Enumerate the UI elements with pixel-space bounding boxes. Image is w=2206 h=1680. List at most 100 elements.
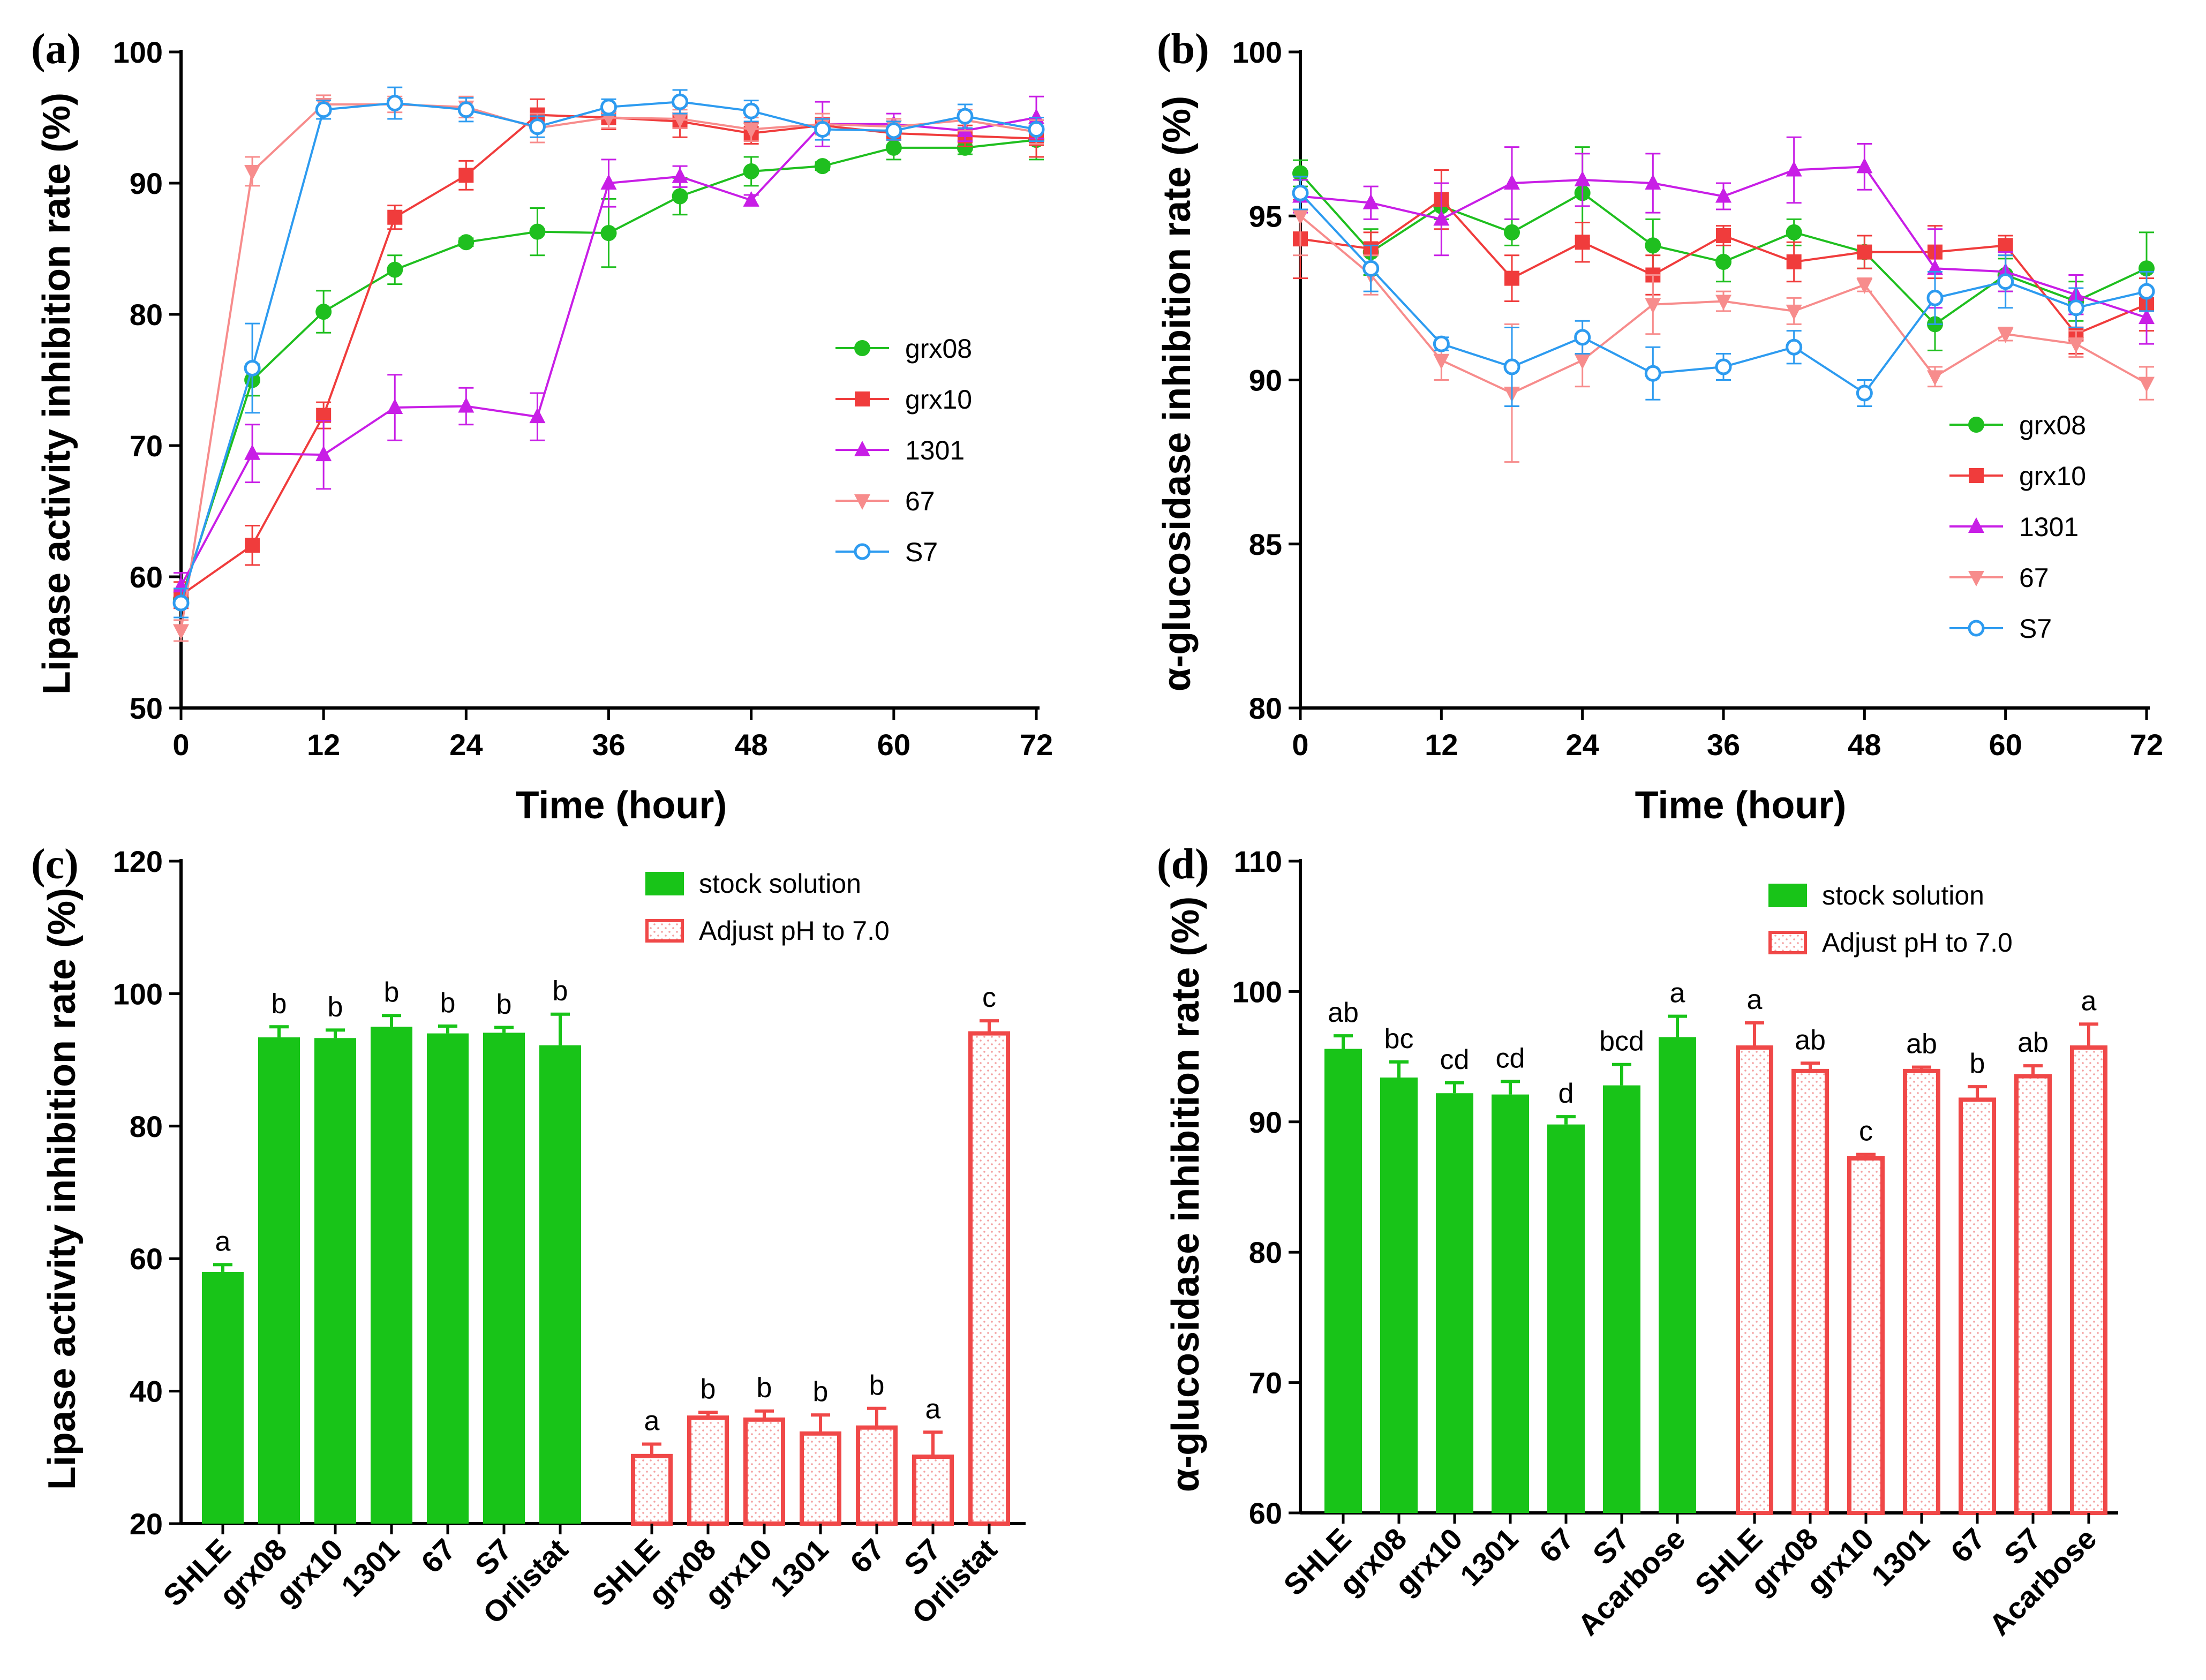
y-tick-label: 85 <box>1249 528 1282 561</box>
data-point-67 <box>743 123 759 139</box>
significance-letter: a <box>644 1406 660 1437</box>
significance-letter: b <box>1970 1048 1985 1079</box>
significance-letter: b <box>701 1374 716 1405</box>
data-point-67 <box>1433 353 1450 370</box>
legend: stock solution Adjust pH to 7.0 <box>1768 880 2013 958</box>
significance-letter: bc <box>1384 1023 1414 1054</box>
legend-swatch-stock <box>645 872 684 895</box>
legend-marker-grx10 <box>1969 468 1984 483</box>
data-point-1301 <box>600 174 617 190</box>
panel-b-xlabel: Time (hour) <box>1635 784 1847 827</box>
bar <box>2014 1074 2052 1515</box>
significance-letter: a <box>2081 985 2097 1016</box>
bar <box>631 1453 673 1526</box>
significance-letter: c <box>1859 1116 1873 1147</box>
data-point-grx08 <box>600 225 617 242</box>
legend-label-grx08: grx08 <box>2019 410 2086 440</box>
data-point-1301 <box>1856 157 1873 174</box>
bar <box>1847 1156 1885 1515</box>
data-point-S7 <box>1028 121 1045 138</box>
x-tick-label: 0 <box>172 728 189 762</box>
y-tick-label: 60 <box>1249 1496 1282 1530</box>
series-grx08 <box>1292 146 2155 351</box>
bar <box>371 1027 412 1524</box>
data-point-grx08 <box>1645 237 1661 254</box>
legend-label-S7: S7 <box>905 537 938 567</box>
panel-c-ylabel: Lipase activity inhibition rate (%) <box>41 888 84 1490</box>
data-point-67 <box>244 164 261 180</box>
series-67 <box>1292 176 2155 463</box>
data-point-67 <box>672 112 688 128</box>
data-point-67 <box>1786 304 1802 320</box>
x-tick-label: 12 <box>307 728 340 762</box>
legend-marker-67 <box>854 494 870 510</box>
x-tick-label: 1301 <box>335 1532 406 1603</box>
x-tick-label: 72 <box>2130 728 2163 762</box>
legend-label: Adjust pH to 7.0 <box>1822 928 2013 958</box>
x-tick-label: 48 <box>1848 728 1881 762</box>
data-point-grx10 <box>458 168 474 183</box>
data-point-1301 <box>672 167 688 183</box>
bar <box>202 1271 244 1524</box>
data-point-grx08 <box>1504 224 1520 240</box>
legend-marker-S7 <box>854 543 871 560</box>
data-point-grx08 <box>814 158 831 175</box>
significance-letter: b <box>553 976 568 1007</box>
legend-marker-S7 <box>1968 620 1985 637</box>
data-point-S7 <box>1856 385 1873 402</box>
panel-d-plot: 60708090100110abSHLEbcgrx08cdgrx10cd1301… <box>1232 845 2118 1642</box>
data-point-1301 <box>743 191 759 207</box>
y-tick-label: 100 <box>113 35 163 69</box>
data-point-grx08 <box>387 261 403 278</box>
bar <box>1436 1093 1473 1513</box>
data-point-S7 <box>2067 299 2084 317</box>
bar <box>1736 1045 1773 1515</box>
bar <box>968 1031 1010 1526</box>
data-point-S7 <box>1644 365 1661 382</box>
panel-c-plot: 20406080100120aSHLEbgrx08bgrx10b1301b67b… <box>113 845 1026 1630</box>
data-point-67 <box>1645 298 1661 314</box>
data-point-S7 <box>315 101 332 118</box>
y-tick-label: 100 <box>113 977 163 1011</box>
data-point-1301 <box>1504 174 1520 190</box>
legend-label-67: 67 <box>2019 563 2049 593</box>
x-tick-label: 72 <box>1020 728 1053 762</box>
series-S7 <box>172 86 1045 619</box>
series-S7 <box>1292 176 2155 407</box>
y-tick-label: 80 <box>130 1110 163 1143</box>
x-tick-label: 1301 <box>1865 1521 1936 1593</box>
bar <box>539 1045 581 1524</box>
y-tick-label: 80 <box>130 298 163 332</box>
panel-a-plot: 50 60 70 80 90 100 0 12 24 36 48 60 72 grx08 grx10 1301… <box>113 35 1053 762</box>
y-tick-label: 90 <box>1249 1105 1282 1139</box>
data-point-grx08 <box>458 234 475 251</box>
data-point-1301 <box>1574 170 1591 186</box>
data-point-S7 <box>244 359 261 376</box>
legend-label-1301: 1301 <box>2019 512 2079 542</box>
x-tick-label: Acarbose <box>1982 1521 2103 1642</box>
data-point-grx10 <box>1857 244 1872 260</box>
bar <box>2070 1045 2107 1515</box>
legend-label-67: 67 <box>905 486 935 516</box>
panel-b-plot: 80 85 90 95 100 0 12 24 36 48 60 72 grx08 grx10 1301 67… <box>1232 35 2164 762</box>
significance-letter: b <box>869 1370 885 1401</box>
bar <box>912 1455 954 1526</box>
data-point-1301 <box>1715 187 1731 203</box>
panel-d: (d) α-glucosidase inhibition rate (%) 60… <box>1157 841 2118 1642</box>
data-point-1301 <box>1433 210 1450 226</box>
data-point-S7 <box>172 594 190 612</box>
significance-letter: a <box>1747 984 1763 1015</box>
data-point-S7 <box>1786 338 1803 356</box>
x-tick-label: 0 <box>1292 728 1308 762</box>
y-tick-label: 110 <box>1234 845 1282 878</box>
x-tick-label: 36 <box>592 728 625 762</box>
x-tick-label: 1301 <box>764 1532 835 1603</box>
y-tick-label: 95 <box>1249 199 1282 233</box>
bar <box>1324 1049 1362 1513</box>
panel-a-xlabel: Time (hour) <box>516 784 727 827</box>
legend-label: stock solution <box>1822 880 1984 910</box>
data-point-grx10 <box>387 209 403 225</box>
bar <box>1492 1094 1529 1513</box>
